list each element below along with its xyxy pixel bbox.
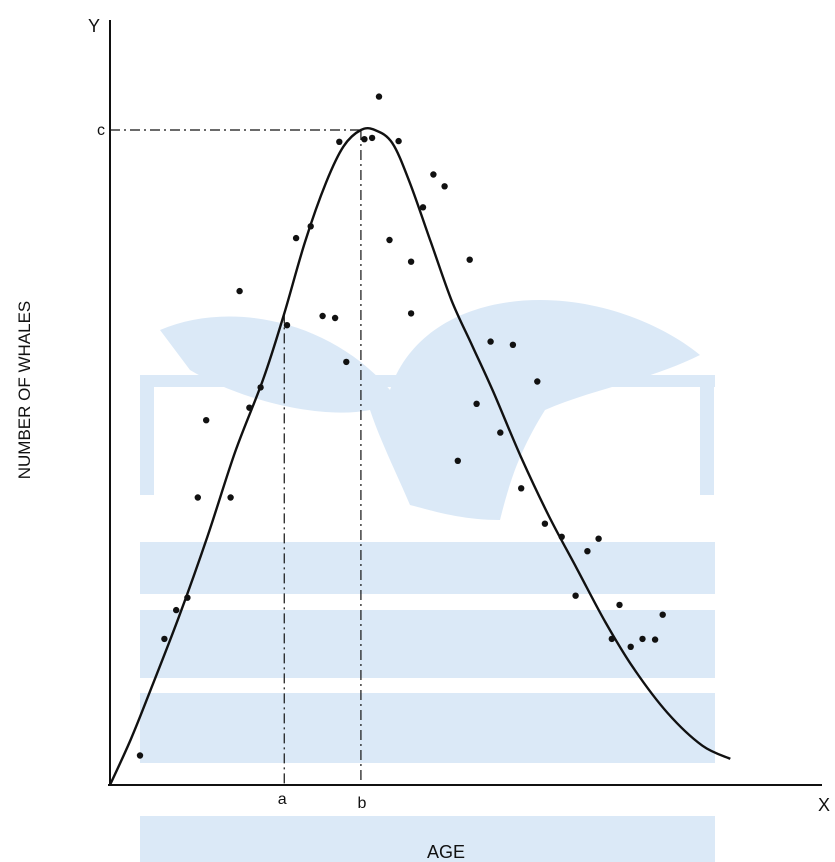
data-point-1 xyxy=(136,752,144,759)
data-point-3 xyxy=(173,606,180,614)
data-point-5 xyxy=(194,494,201,501)
fitted-curve xyxy=(108,126,731,786)
tick-label-b: b xyxy=(357,795,366,812)
data-point-31 xyxy=(487,338,494,345)
data-points xyxy=(136,93,666,759)
data-point-23 xyxy=(407,258,415,265)
y-axis-letter: Y xyxy=(88,16,100,36)
data-point-6 xyxy=(203,417,210,424)
tick-label-c: c xyxy=(97,122,105,139)
data-point-36 xyxy=(541,520,549,527)
x-axis-letter: X xyxy=(818,795,830,815)
data-point-44 xyxy=(639,635,646,643)
data-point-34 xyxy=(518,485,525,492)
data-point-28 xyxy=(454,457,461,464)
x-axis-title: AGE xyxy=(427,842,465,862)
tick-label-a: a xyxy=(278,791,287,808)
data-point-12 xyxy=(292,234,300,242)
data-point-16 xyxy=(343,358,350,366)
data-point-38 xyxy=(572,592,579,599)
data-point-32 xyxy=(497,429,504,436)
data-point-13 xyxy=(307,223,314,230)
data-point-18 xyxy=(361,136,368,143)
data-point-14 xyxy=(319,312,326,320)
data-point-35 xyxy=(534,378,541,385)
data-point-2 xyxy=(161,635,168,643)
data-point-19 xyxy=(368,134,376,142)
data-point-21 xyxy=(395,137,402,145)
data-point-29 xyxy=(466,256,473,263)
data-point-22 xyxy=(386,236,393,244)
data-point-9 xyxy=(246,404,253,411)
data-point-8 xyxy=(236,287,243,295)
data-point-45 xyxy=(651,636,659,643)
data-point-37 xyxy=(558,533,565,540)
data-point-42 xyxy=(616,601,623,609)
data-point-11 xyxy=(283,322,291,329)
data-point-39 xyxy=(584,548,591,555)
data-point-26 xyxy=(430,171,437,178)
data-point-27 xyxy=(441,183,448,190)
data-point-15 xyxy=(331,314,339,322)
data-point-25 xyxy=(419,204,427,211)
data-point-46 xyxy=(659,611,666,618)
data-point-40 xyxy=(595,535,602,542)
data-point-43 xyxy=(627,643,634,650)
data-point-24 xyxy=(407,310,415,317)
data-point-33 xyxy=(509,341,517,348)
data-point-20 xyxy=(375,93,383,100)
y-axis-title: NUMBER OF WHALES xyxy=(15,301,34,480)
data-point-10 xyxy=(257,384,264,391)
data-point-4 xyxy=(184,594,191,601)
whale-watermark-logo xyxy=(140,300,715,862)
data-point-17 xyxy=(336,138,343,145)
data-point-30 xyxy=(473,400,480,407)
data-point-41 xyxy=(608,635,615,643)
data-point-7 xyxy=(227,494,234,501)
